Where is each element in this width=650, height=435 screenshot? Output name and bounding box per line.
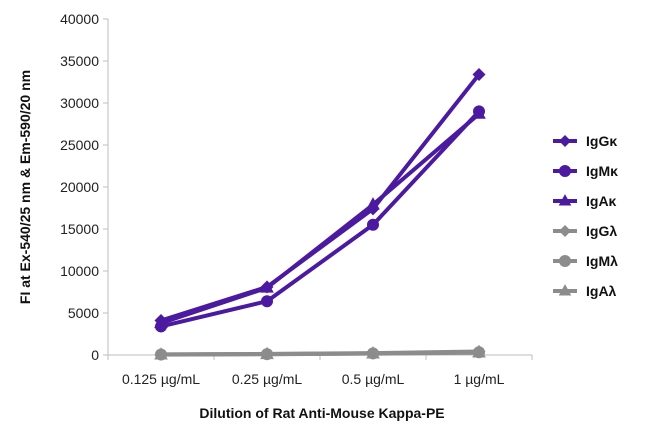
legend-marker <box>558 284 572 296</box>
legend-item: IgGλ <box>553 223 617 239</box>
y-tick-label: 40000 <box>60 11 99 27</box>
x-tick-label: 1 µg/mL <box>454 371 505 387</box>
y-tick-label: 15000 <box>60 221 99 237</box>
series-layer <box>154 67 486 361</box>
y-tick-label: 0 <box>91 347 99 363</box>
x-axis: 0.125 µg/mL 0.25 µg/mL 0.5 µg/mL 1 µg/mL <box>107 354 533 387</box>
legend-item: IgMλ <box>553 253 618 269</box>
legend-label: IgMκ <box>586 163 618 179</box>
y-tick-label: 30000 <box>60 95 99 111</box>
series-5 <box>154 345 486 360</box>
y-tick-label: 10000 <box>60 263 99 279</box>
data-point <box>472 67 486 81</box>
legend-label: IgGλ <box>586 223 617 239</box>
series-line <box>160 110 481 329</box>
series-line <box>160 350 480 357</box>
y-axis-title: FI at Ex-540/25 nm & Em-590/20 nm <box>17 70 33 304</box>
legend-item: IgAλ <box>553 283 617 299</box>
legend-label: IgMλ <box>586 253 618 269</box>
series-1 <box>155 105 485 333</box>
legend-marker <box>559 255 571 267</box>
y-tick-label: 25000 <box>60 137 99 153</box>
series-0 <box>154 67 486 328</box>
legend-item: IgAκ <box>553 193 617 209</box>
y-tick-label: 35000 <box>60 53 99 69</box>
legend-marker <box>558 194 572 206</box>
legend-label: IgAλ <box>586 283 617 299</box>
legend-label: IgAκ <box>586 193 617 209</box>
legend-marker <box>559 135 571 147</box>
legend: IgGκ IgMκ IgAκ IgGλ IgMλ IgAλ <box>553 133 618 299</box>
data-point <box>472 345 486 358</box>
data-point <box>366 197 380 210</box>
x-tick-label: 0.5 µg/mL <box>342 371 405 387</box>
series-2 <box>154 106 486 328</box>
data-point <box>260 280 274 293</box>
x-tick-label: 0.125 µg/mL <box>122 371 200 387</box>
data-point <box>366 346 380 359</box>
x-axis-title: Dilution of Rat Anti-Mouse Kappa-PE <box>199 405 444 421</box>
legend-item: IgMκ <box>553 163 618 179</box>
data-point <box>154 347 168 360</box>
series-line <box>160 112 481 325</box>
x-tick-label: 0.25 µg/mL <box>232 371 303 387</box>
y-tick-label: 5000 <box>68 305 99 321</box>
legend-marker <box>559 165 571 177</box>
legend-item: IgGκ <box>553 133 617 149</box>
data-point <box>154 315 168 328</box>
data-point <box>472 106 486 119</box>
data-point <box>261 295 273 308</box>
series-line <box>160 73 481 323</box>
legend-label: IgGκ <box>586 133 617 149</box>
data-point <box>260 346 274 360</box>
y-tick-label: 20000 <box>60 179 99 195</box>
legend-marker <box>559 225 571 237</box>
data-point <box>367 218 379 231</box>
y-axis: 0 5000 10000 15000 20000 25000 30000 35000 40000 <box>60 11 109 363</box>
